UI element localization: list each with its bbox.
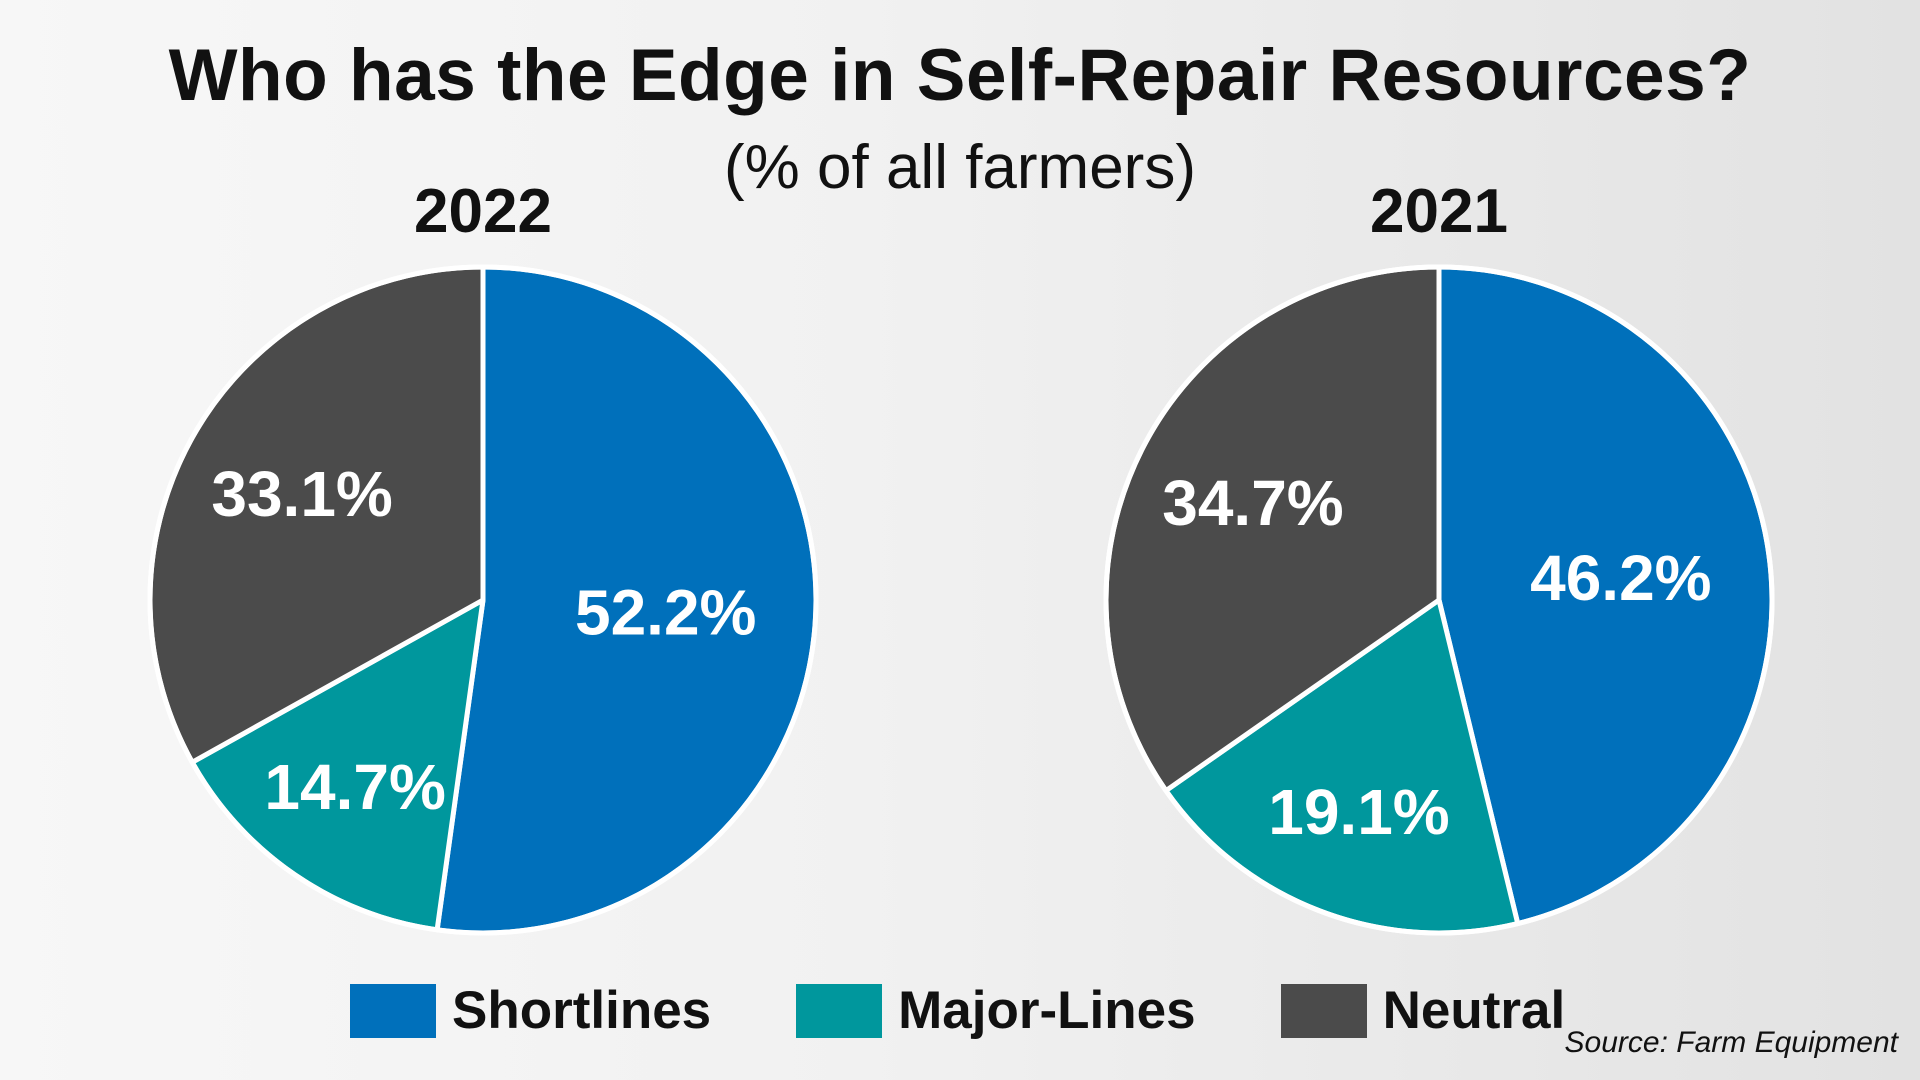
chart-title: Who has the Edge in Self-Repair Resource… [168,35,1752,116]
legend-item-shortlines: Shortlines [350,980,711,1041]
pie-outline-2021 [1103,264,1775,936]
legend-swatch-neutral [1280,983,1367,1038]
legend-item-major-lines: Major-Lines [796,980,1196,1041]
pie-label-2021-major-lines: 19.1% [1268,776,1449,848]
source-note: Source: Farm Equipment [1564,1026,1898,1059]
chart-subtitle: (% of all farmers) [724,133,1196,202]
legend-label-shortlines: Shortlines [452,981,712,1040]
pie-outline-2022 [147,264,819,936]
pie-title-2021: 2021 [1370,177,1508,246]
legend-item-neutral: Neutral [1280,980,1566,1041]
pie-label-2022-neutral: 33.1% [211,458,392,530]
pie-label-2021-shortlines: 46.2% [1530,542,1711,614]
legend-swatch-shortlines [350,983,436,1038]
legend-swatch-major-lines [796,983,883,1038]
legend: Shortlines Major-Lines Neutral [350,980,1650,1041]
pie-label-2022-shortlines: 52.2% [575,577,756,649]
pie-title-2022: 2022 [414,177,552,246]
legend-label-neutral: Neutral [1382,981,1566,1040]
pie-label-2022-major-lines: 14.7% [264,751,445,823]
pie-label-2021-neutral: 34.7% [1162,467,1343,539]
legend-label-major-lines: Major-Lines [898,981,1196,1040]
